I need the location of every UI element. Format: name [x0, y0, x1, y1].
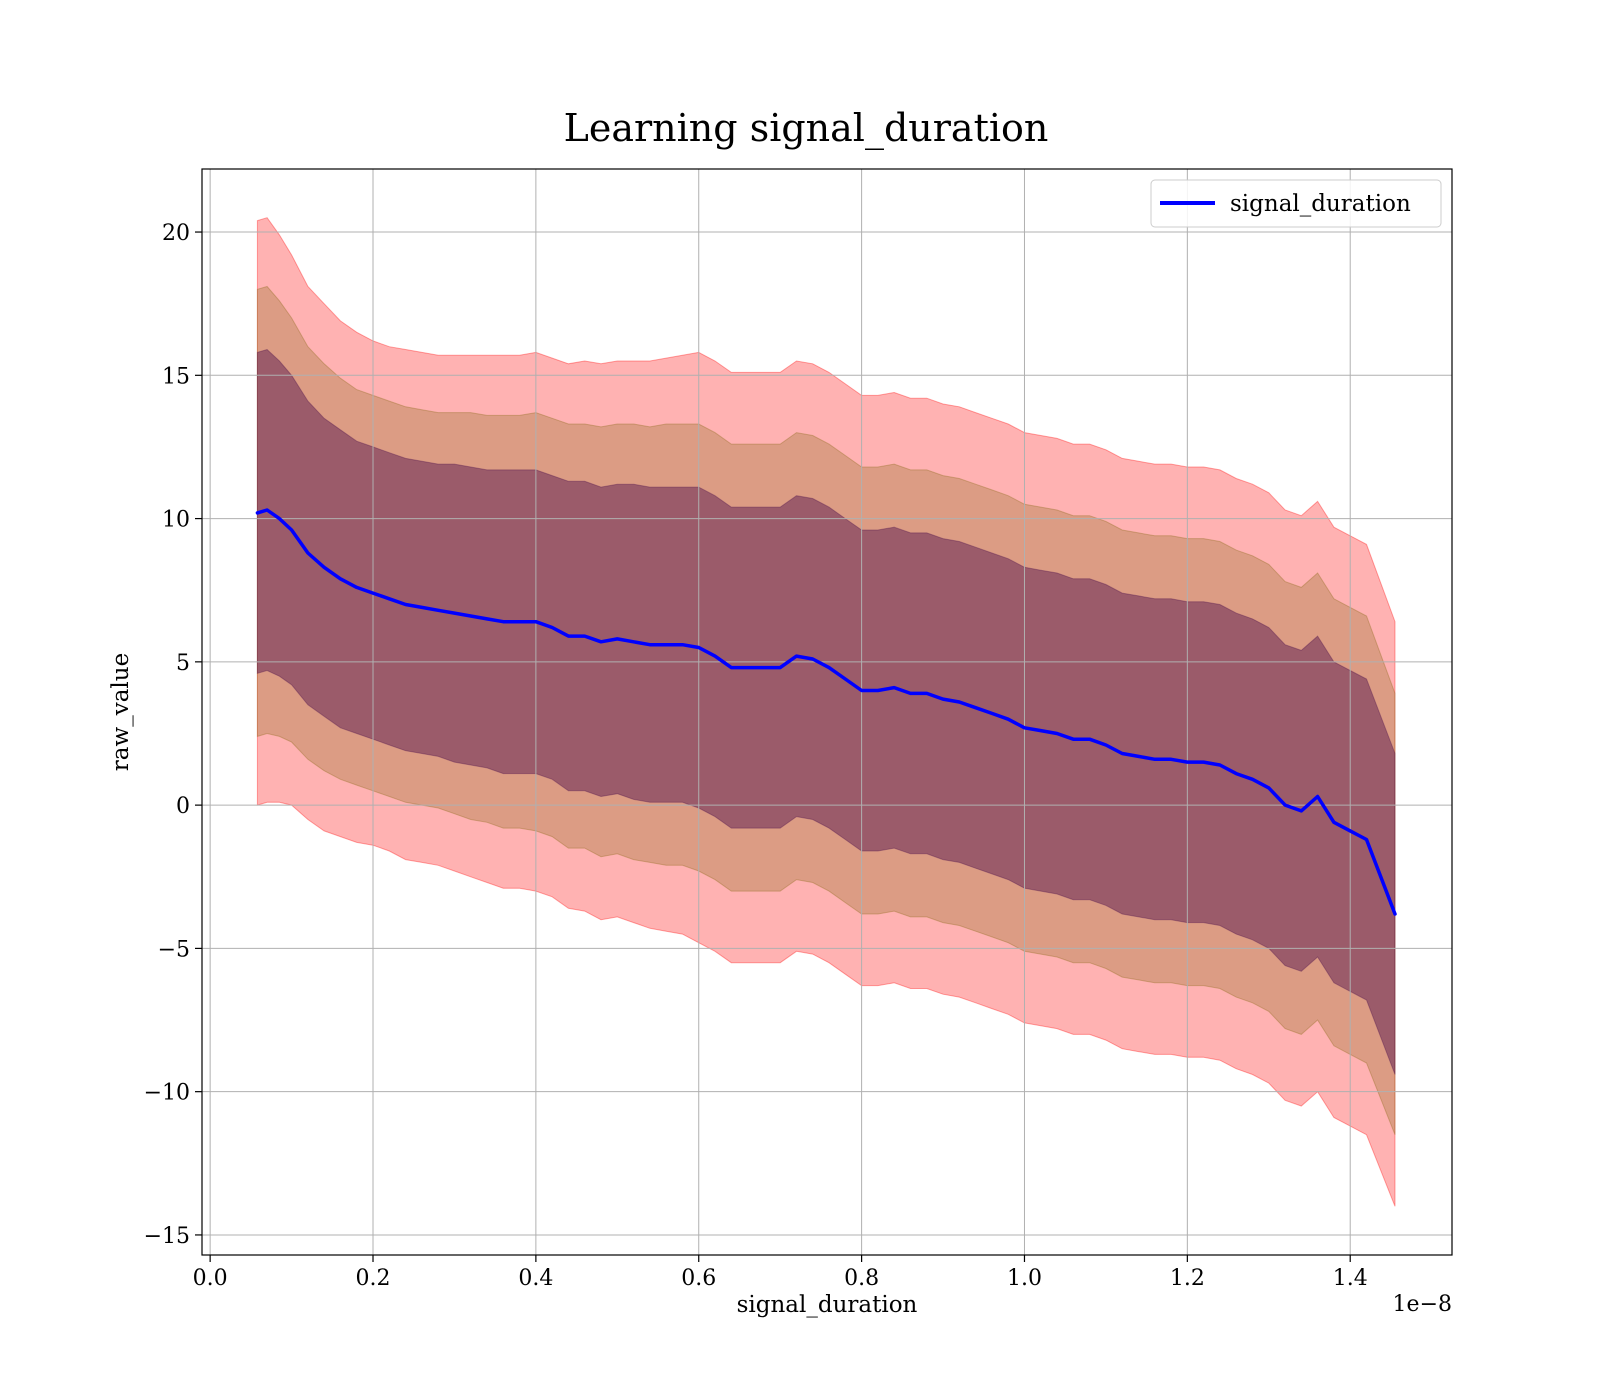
x-tick-label: 0.4 [518, 1266, 553, 1291]
legend-box [1150, 179, 1442, 228]
y-tick-label: 5 [176, 651, 190, 676]
y-axis-label: raw_value [108, 653, 134, 771]
x-tick-label: 0.0 [193, 1266, 228, 1291]
legend: signal_duration [1150, 179, 1442, 228]
band-3-sigma [256, 217, 1396, 1207]
x-axis-offset-label: 1e−8 [1393, 1292, 1452, 1317]
y-tick-label: 20 [162, 221, 190, 246]
y-tick-label: −10 [144, 1081, 190, 1106]
x-tick-label: 0.6 [681, 1266, 716, 1291]
grid-lines [202, 169, 1452, 1255]
y-tick-label: 15 [162, 364, 190, 389]
series-lines [255, 508, 1397, 916]
x-tick-label: 0.2 [356, 1266, 391, 1291]
x-axis-label: signal_duration [737, 1292, 918, 1318]
y-tick-label: −15 [144, 1224, 190, 1249]
x-tick-label: 1.4 [1333, 1266, 1368, 1291]
plot-frame [201, 168, 1453, 1256]
chart-title: Learning signal_duration [564, 106, 1049, 151]
y-tick-label: −5 [158, 937, 190, 962]
band-1-sigma [256, 348, 1396, 1075]
x-axis-ticks: 0.0 0.2 0.4 0.6 0.8 1.0 1.2 1.4 [193, 1255, 1368, 1291]
x-tick-label: 0.8 [844, 1266, 879, 1291]
legend-entry: signal_duration [1230, 191, 1411, 217]
y-tick-label: 0 [176, 794, 190, 819]
y-axis-ticks: −15 −10 −5 0 5 10 15 20 [144, 221, 202, 1249]
band-2-sigma [256, 285, 1396, 1135]
x-tick-label: 1.0 [1007, 1266, 1042, 1291]
y-tick-label: 10 [162, 508, 190, 533]
x-tick-label: 1.2 [1170, 1266, 1205, 1291]
series-line-signal-duration [255, 508, 1397, 916]
confidence-bands [256, 217, 1396, 1207]
